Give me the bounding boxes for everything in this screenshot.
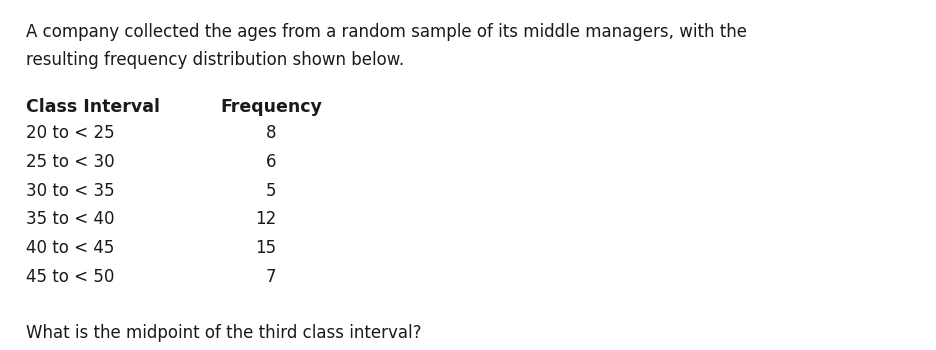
Text: 30 to < 35: 30 to < 35 xyxy=(26,182,115,199)
Text: 8: 8 xyxy=(266,124,276,142)
Text: 20 to < 25: 20 to < 25 xyxy=(26,124,115,142)
Text: Class Interval: Class Interval xyxy=(26,98,160,116)
Text: 45 to < 50: 45 to < 50 xyxy=(26,268,114,286)
Text: resulting frequency distribution shown below.: resulting frequency distribution shown b… xyxy=(26,51,404,69)
Text: Frequency: Frequency xyxy=(220,98,322,116)
Text: 25 to < 30: 25 to < 30 xyxy=(26,153,115,171)
Text: 6: 6 xyxy=(266,153,276,171)
Text: 5: 5 xyxy=(266,182,276,199)
Text: A company collected the ages from a random sample of its middle managers, with t: A company collected the ages from a rand… xyxy=(26,23,746,41)
Text: 40 to < 45: 40 to < 45 xyxy=(26,239,114,257)
Text: 35 to < 40: 35 to < 40 xyxy=(26,210,114,228)
Text: 7: 7 xyxy=(266,268,276,286)
Text: 15: 15 xyxy=(255,239,276,257)
Text: What is the midpoint of the third class interval?: What is the midpoint of the third class … xyxy=(26,324,421,342)
Text: 12: 12 xyxy=(255,210,276,228)
